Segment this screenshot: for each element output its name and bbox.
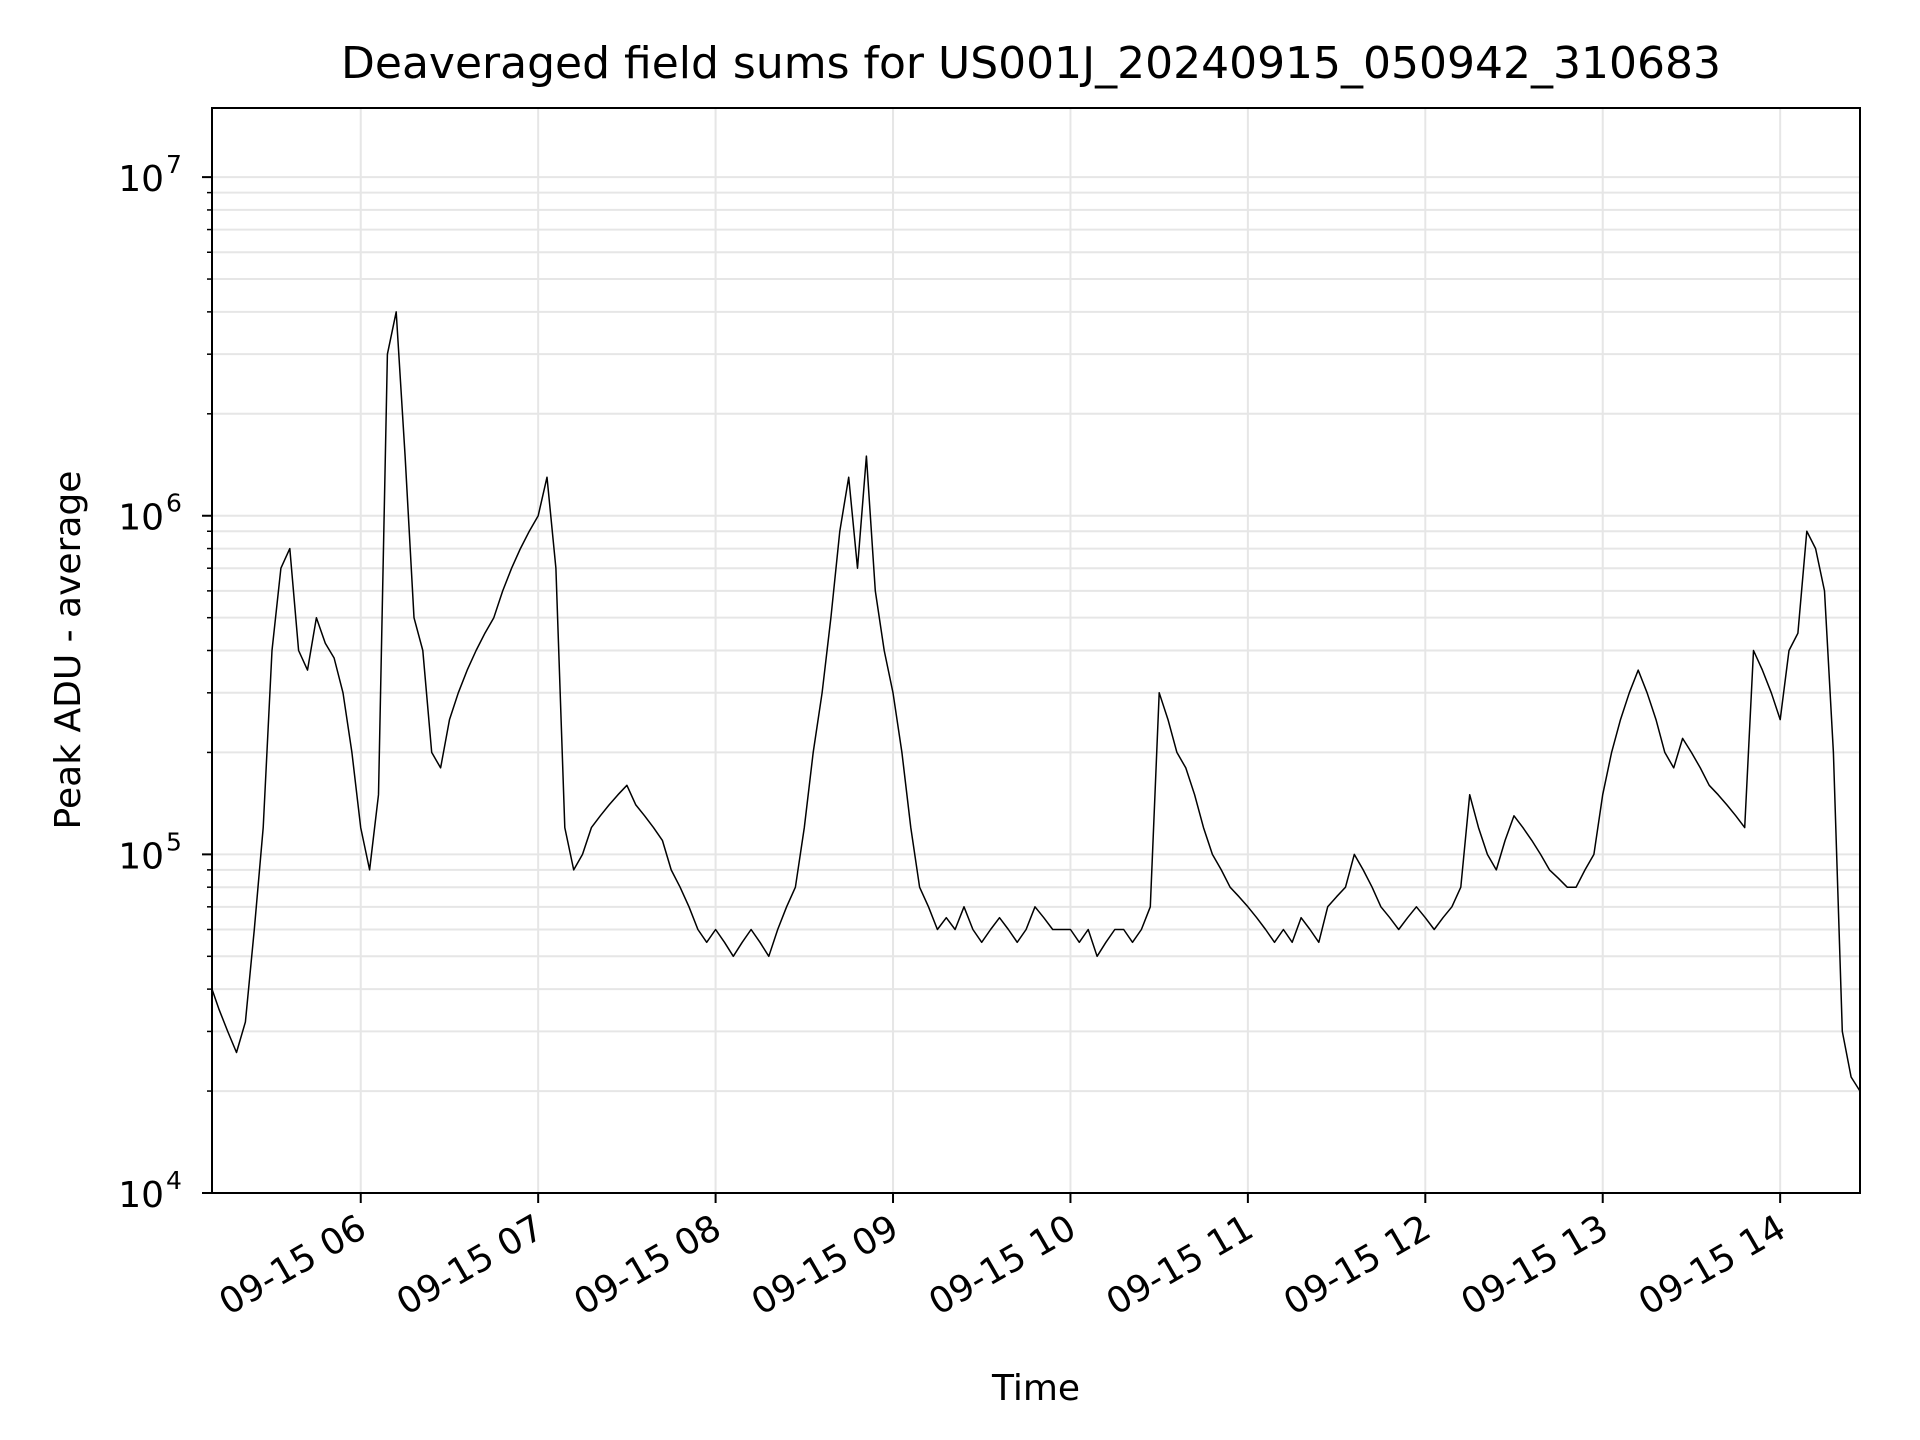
y-tick-exponent: 7 — [166, 150, 182, 179]
x-axis-label: Time — [991, 1368, 1080, 1409]
y-tick-label: 10 — [118, 836, 164, 877]
y-tick-label: 10 — [118, 498, 164, 539]
data-layer — [211, 311, 1861, 1092]
y-tick-label: 10 — [118, 159, 164, 200]
y-axis-label: Peak ADU - average — [48, 471, 89, 830]
y-tick-exponent: 4 — [166, 1166, 182, 1195]
series-line — [211, 311, 1861, 1092]
y-tick-exponent: 6 — [166, 489, 182, 518]
y-tick-exponent: 5 — [166, 827, 182, 856]
y-tick-label: 10 — [118, 1175, 164, 1216]
chart-title: Deaveraged field sums for US001J_2024091… — [341, 38, 1721, 89]
